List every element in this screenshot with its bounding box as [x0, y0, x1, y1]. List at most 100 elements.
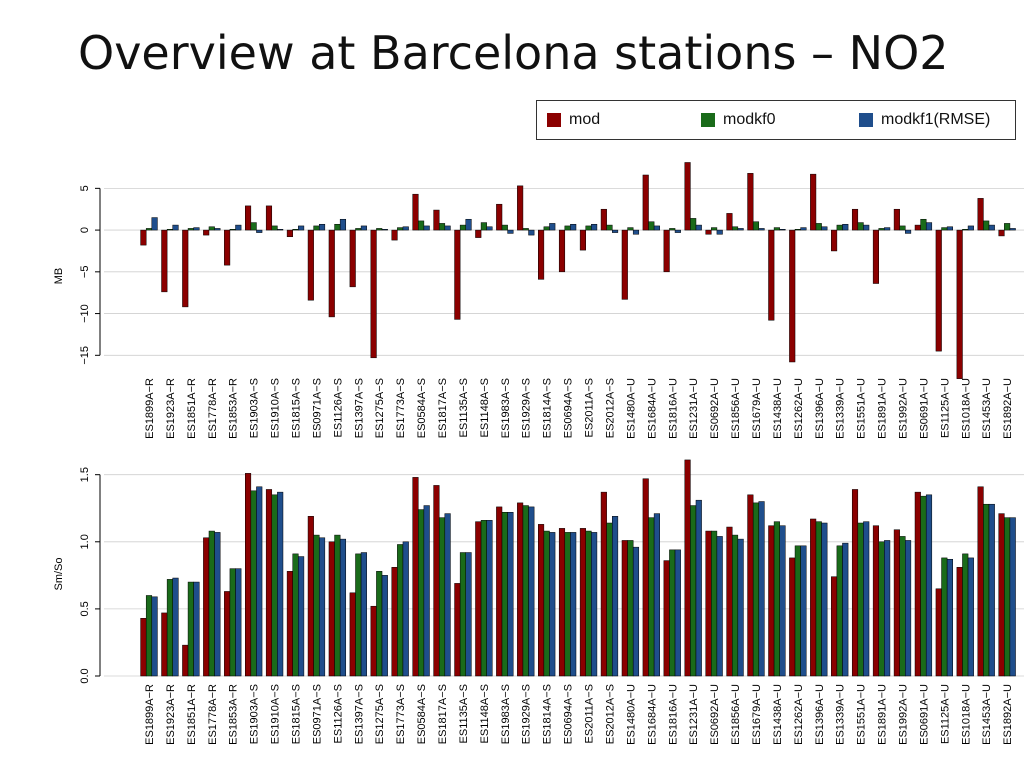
bar-mod — [810, 173, 817, 231]
bar-modkf1 — [402, 541, 409, 677]
bar-mod — [517, 502, 524, 677]
bar-modkf0 — [313, 534, 320, 677]
category-label: ES1262A−U — [793, 378, 805, 439]
bar-modkf0 — [313, 225, 320, 231]
bar-modkf1 — [1009, 228, 1016, 231]
bar-modkf0 — [773, 227, 780, 231]
bar-modkf0 — [459, 224, 466, 231]
category-label: ES0694A−S — [563, 684, 575, 744]
category-label: ES1480A−U — [625, 684, 637, 745]
bar-mod — [914, 491, 921, 677]
category-label: ES1396A−U — [814, 684, 826, 745]
legend-item-modkf1: modkf1(RMSE) — [859, 111, 990, 129]
bar-mod — [684, 162, 691, 231]
bar-modkf1 — [235, 224, 242, 231]
bar-mod — [579, 528, 586, 677]
bar-modkf1 — [842, 542, 849, 677]
category-label: ES1453A−U — [981, 378, 993, 439]
bar-mod — [726, 526, 733, 677]
bar-mod — [789, 557, 796, 677]
bar-modkf1 — [172, 224, 179, 231]
y-tick-label: 1.5 — [79, 467, 91, 482]
bar-mod — [496, 203, 503, 231]
bar-modkf0 — [920, 495, 927, 677]
category-label: ES1684A−U — [646, 684, 658, 745]
bar-modkf1 — [549, 532, 556, 677]
bar-mod — [538, 229, 545, 280]
category-label: ES1778A−R — [207, 684, 219, 745]
bar-modkf0 — [585, 225, 592, 231]
bar-mod — [203, 229, 210, 236]
bar-mod — [475, 521, 482, 677]
bar-mod — [412, 477, 419, 677]
category-label: ES1892A−U — [1002, 684, 1014, 745]
bar-modkf0 — [731, 226, 739, 231]
bar-mod — [412, 193, 419, 231]
bar-mod — [831, 229, 838, 252]
bar-modkf0 — [522, 505, 529, 677]
bar-mod — [433, 485, 440, 677]
category-label: ES1148A−S — [479, 378, 491, 437]
bar-mod — [349, 592, 356, 677]
bar-modkf0 — [857, 222, 864, 231]
category-label: ES1339A−U — [835, 684, 847, 745]
bar-modkf1 — [674, 229, 681, 233]
bar-mod — [161, 229, 168, 293]
category-label: ES0691A−U — [918, 378, 930, 439]
category-label: ES1923A−R — [165, 378, 177, 439]
bar-mod — [224, 229, 231, 266]
bar-mod — [747, 494, 754, 677]
category-label: ES1816A−U — [667, 684, 679, 745]
bar-modkf0 — [480, 222, 487, 231]
bar-modkf0 — [690, 218, 697, 231]
category-label: ES1679A−U — [751, 378, 763, 439]
bar-modkf1 — [214, 532, 221, 677]
chart-legend: mod modkf0 modkf1(RMSE) — [536, 100, 1016, 140]
bar-mod — [768, 525, 775, 677]
category-label: ES0584A−S — [416, 684, 428, 744]
bar-modkf0 — [983, 503, 990, 677]
bar-modkf1 — [863, 521, 870, 677]
category-label: ES1231A−U — [688, 378, 700, 439]
bar-modkf0 — [397, 544, 404, 677]
bar-modkf1 — [444, 225, 451, 231]
bar-mod — [161, 612, 168, 677]
bar-modkf0 — [145, 595, 153, 677]
page-title: Overview at Barcelona stations – NO2 — [78, 26, 949, 80]
category-label: ES0692A−U — [709, 684, 721, 745]
bar-mod — [265, 489, 273, 677]
bar-modkf1 — [465, 218, 472, 231]
legend-swatch-modkf1 — [859, 113, 873, 127]
category-label: ES1275A−S — [374, 684, 386, 744]
chart-panel-2: 0.0 0.5 1.0 1.5 Sm/So ES1899A−R ES1923A−R ES185… — [53, 459, 1024, 745]
y-axis-label: Sm/So — [53, 557, 65, 590]
bar-modkf0 — [355, 553, 362, 677]
bar-mod — [370, 229, 377, 359]
bar-mod — [914, 224, 921, 231]
bar-mod — [893, 208, 900, 231]
bar-mod — [370, 605, 377, 677]
bar-modkf0 — [208, 530, 215, 677]
category-label: ES1126A−S — [332, 684, 344, 743]
category-label: ES1892A−U — [1002, 378, 1014, 439]
bar-modkf1 — [779, 229, 786, 231]
category-label: ES1817A−S — [437, 684, 449, 744]
legend-swatch-modkf0 — [701, 113, 715, 127]
bar-modkf1 — [884, 540, 891, 677]
bar-modkf0 — [669, 549, 676, 677]
bar-modkf1 — [507, 229, 514, 234]
bar-modkf1 — [967, 225, 974, 231]
bar-modkf1 — [946, 558, 953, 677]
bar-modkf1 — [821, 226, 828, 231]
bar-modkf0 — [271, 225, 278, 231]
category-label: ES1679A−U — [751, 684, 763, 745]
bar-modkf0 — [731, 534, 739, 677]
category-label: ES1903A−S — [249, 378, 261, 438]
bar-modkf0 — [794, 229, 801, 231]
bar-mod — [182, 644, 189, 677]
category-label: ES1148A−S — [479, 684, 491, 743]
bar-modkf1 — [716, 229, 723, 235]
bar-modkf1 — [528, 506, 535, 677]
bar-modkf1 — [486, 520, 493, 677]
